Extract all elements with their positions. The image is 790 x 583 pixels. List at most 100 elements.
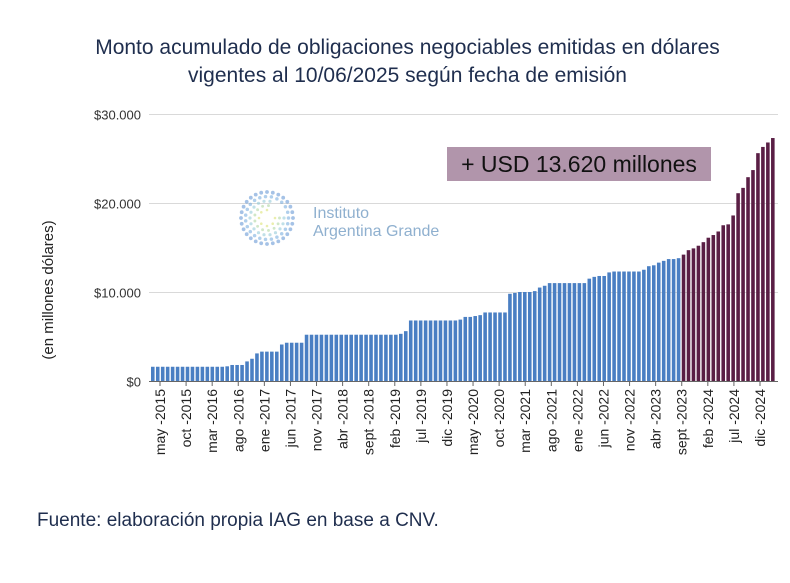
logo-dot	[270, 241, 275, 246]
bars	[151, 138, 775, 381]
bar	[637, 271, 641, 381]
bar	[518, 292, 522, 381]
bar	[572, 283, 577, 381]
logo-dot	[273, 216, 277, 220]
bar	[304, 334, 309, 381]
logo-dot	[239, 210, 244, 215]
bar	[587, 278, 592, 381]
logo-dot	[248, 216, 252, 220]
logo-dot	[256, 231, 261, 235]
logo-dot	[248, 195, 253, 200]
logo-dot	[269, 237, 274, 241]
bar	[349, 334, 353, 381]
logo-dot	[253, 213, 257, 217]
bar	[155, 366, 160, 381]
logo-dot	[283, 205, 288, 209]
logo-dot	[245, 207, 250, 212]
x-tick-label: oct -2020	[491, 389, 507, 448]
x-tick-label: ene -2022	[569, 389, 585, 452]
bar	[265, 351, 269, 381]
bar	[463, 316, 468, 381]
logo-dot	[241, 204, 246, 209]
logo-dot	[283, 227, 288, 231]
bar	[676, 258, 681, 381]
bar	[736, 193, 740, 381]
logo-dot	[261, 228, 265, 232]
x-tick-label: oct -2015	[178, 389, 194, 448]
logo-dot	[267, 228, 270, 232]
logo-dot	[279, 231, 284, 236]
bar	[438, 320, 443, 381]
logo-dot	[239, 221, 244, 226]
bar	[647, 266, 651, 381]
logo-dot	[252, 227, 256, 231]
logo-dot	[241, 227, 246, 232]
logo-dots-icon	[239, 190, 295, 246]
bar	[498, 312, 502, 381]
logo-dot	[272, 226, 276, 230]
bar	[537, 287, 542, 381]
bar	[726, 224, 730, 381]
chart-title-line-1: Monto acumulado de obligaciones negociab…	[95, 36, 720, 59]
logo-dot	[275, 235, 279, 239]
bar	[473, 316, 477, 381]
bar	[399, 333, 403, 381]
logo-dot	[285, 222, 290, 226]
logo-dot	[276, 192, 281, 197]
bar	[671, 259, 676, 381]
bar	[160, 366, 165, 381]
logo-dot	[281, 195, 286, 200]
bar	[488, 312, 492, 381]
bar	[255, 353, 259, 381]
bar	[354, 334, 358, 381]
annotation-text: + USD 13.620 millones	[461, 151, 697, 177]
bar	[319, 334, 324, 381]
logo-dot	[243, 219, 248, 223]
x-tick-label: abr -2023	[648, 389, 664, 449]
y-axis-label: (en millones dólares)	[40, 220, 57, 359]
bar	[200, 366, 205, 381]
bar	[542, 285, 547, 381]
bar	[284, 342, 289, 381]
bar	[210, 366, 215, 381]
x-tick-label: dic -2024	[752, 389, 768, 447]
logo-dot	[249, 210, 253, 214]
bar	[627, 271, 631, 381]
bar	[642, 269, 646, 381]
bar	[602, 275, 606, 381]
x-tick-label: jul -2024	[726, 389, 742, 444]
bar	[751, 170, 755, 381]
bar	[756, 153, 760, 381]
bar	[443, 320, 448, 381]
x-tick-label: ago -2016	[230, 389, 246, 452]
logo-dot	[248, 202, 253, 207]
y-tick-label: $10.000	[94, 286, 141, 301]
bar	[696, 245, 701, 381]
y-axis-ticks: $0 $10.000 $20.000 $30.000	[94, 108, 141, 390]
x-axis-ticks: may -2015 oct -2015 mar -2016 ago -2016 ene …	[152, 382, 768, 455]
x-tick-label: abr -2018	[335, 389, 351, 449]
bar	[731, 215, 735, 381]
chart-title: Monto acumulado de obligaciones negociab…	[0, 34, 790, 90]
bar	[270, 351, 274, 381]
bar	[245, 361, 249, 381]
logo-dot	[290, 210, 295, 215]
bar	[582, 283, 587, 381]
x-tick-label: ago -2021	[543, 389, 559, 452]
bar	[151, 366, 155, 381]
bar	[508, 293, 512, 381]
bar	[309, 334, 314, 381]
bar	[433, 320, 438, 381]
logo-dot	[244, 199, 249, 204]
logo-dot	[285, 232, 290, 237]
logo-dot	[279, 200, 284, 205]
bar	[403, 331, 408, 381]
bar	[532, 291, 537, 381]
bar	[577, 283, 582, 381]
bar	[220, 366, 225, 381]
logo-dot	[262, 199, 266, 203]
logo-dot	[259, 241, 264, 246]
logo-dot	[252, 233, 257, 238]
bar	[314, 334, 319, 381]
bar	[195, 366, 200, 381]
